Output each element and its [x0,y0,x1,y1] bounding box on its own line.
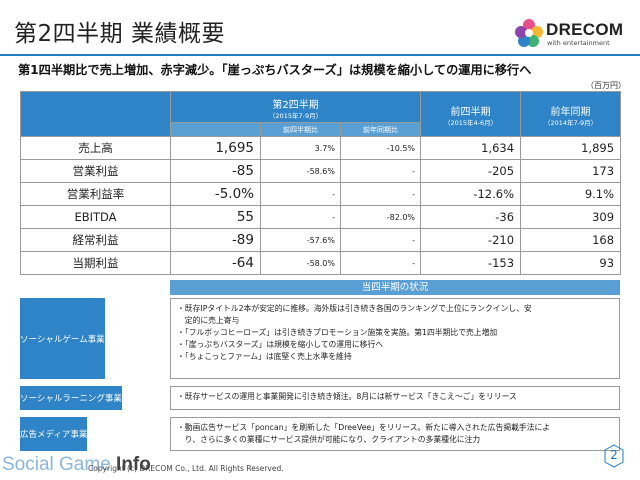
cell-q2: -89 [170,228,261,252]
cell-q2: -5.0% [170,182,261,206]
header-vs-prev-quarter: 前四半期比 [260,122,341,137]
watermark-bold: Info [116,454,151,475]
cell-prev-quarter: -12.6% [420,182,522,206]
cell-vs-prev-quarter: -58.0% [260,251,341,275]
cell-prev-quarter: -36 [420,205,522,229]
page-title: 第2四半期 業績概要 [14,21,225,47]
cell-vs-prev-year: -10.5% [339,136,422,160]
segment-line: ・「ちょこっとファーム」は底堅く売上水準を維持 [177,352,352,361]
segment-label-ad-media: 広告メディア事業 [20,417,88,451]
segment-line: ・既存サービスの運用と事業開発に引き続き傾注。8月には新サービス「きこえ～ご」を… [177,392,517,401]
segment-line: ・動画広告サービス「poncan」を刷新した「DreeVee」をリリース。新たに… [177,423,551,432]
row-label: 経常利益 [20,228,171,252]
segment-line: 定的に売上寄与 [177,316,240,325]
cell-q2: -85 [170,159,261,183]
flower-logo-icon [515,19,543,47]
page-number: 2 [604,444,624,468]
cell-prev-quarter: 1,634 [420,136,522,160]
header-blank-sub [170,122,261,137]
cell-prev-year: 9.1% [520,182,622,206]
cell-vs-prev-year: - [339,228,422,252]
table-row: 営業利益 -85 -58.6% - -205 173 [20,159,622,183]
header-prev-quarter: 前四半期 （2015年4-6月） [420,91,522,137]
table-row: 売上高 1,695 3.7% -10.5% 1,634 1,895 [20,136,622,160]
row-label: 売上高 [20,136,171,160]
table-row: 当期利益 -64 -58.0% - -153 93 [20,251,622,275]
cell-prev-year: 173 [520,159,622,183]
cell-vs-prev-quarter: -57.6% [260,228,341,252]
segment-body-social-learning: ・既存サービスの運用と事業開発に引き続き傾注。8月には新サービス「きこえ～ご」を… [170,386,620,410]
segment-body-ad-media: ・動画広告サービス「poncan」を刷新した「DreeVee」をリリース。新たに… [170,417,620,451]
header-q2: 第2四半期 （2015年7-9月） [169,91,422,123]
page-number-text: 2 [610,448,618,462]
cell-q2: -64 [170,251,261,275]
cell-vs-prev-year: -82.0% [339,205,422,229]
table-corner [20,91,171,137]
segment-label-social-learning: ソーシャルラーニング事業 [20,386,122,410]
cell-vs-prev-year: - [339,251,422,275]
row-label: EBITDA [20,205,171,229]
copyright-text: Copyright (c) DRECOM Co., Ltd. All Right… [88,464,284,473]
cell-prev-year: 1,895 [520,136,622,160]
cell-vs-prev-year: - [339,182,422,206]
cell-q2: 55 [170,205,261,229]
header-prev-year: 前年同期 （2014年7-9月） [520,91,622,137]
cell-vs-prev-quarter: 3.7% [260,136,341,160]
segment-line: り、さらに多くの業種にサービス提供が可能になり、クライアントの多業種化に注力 [177,435,481,444]
row-label: 営業利益 [20,159,171,183]
cell-prev-year: 309 [520,205,622,229]
cell-vs-prev-year: - [339,159,422,183]
unit-label: （百万円） [586,81,626,90]
cell-prev-quarter: -210 [420,228,522,252]
cell-vs-prev-quarter: -58.6% [260,159,341,183]
cell-prev-quarter: -153 [420,251,522,275]
header-vs-prev-year: 前年同期比 [339,122,422,137]
logo-wordmark: DRECOM [546,20,624,39]
table-row: 営業利益率 -5.0% - - -12.6% 9.1% [20,182,622,206]
page-subtitle: 第1四半期比で売上増加、赤字減少。「崖っぷちバスターズ」は規模を縮小しての運用に… [18,63,532,77]
segment-line: ・「崖っぷちバスターズ」は規模を縮小しての運用に移行へ [177,340,384,349]
row-label: 当期利益 [20,251,171,275]
table-row: 経常利益 -89 -57.6% - -210 168 [20,228,622,252]
segment-body-social-game: ・既存IPタイトル2本が安定的に推移。海外版は引き続き各国のランキングで上位にラ… [170,298,620,379]
watermark-light: Social Game [2,454,117,475]
segment-line: ・「フルボッコヒーローズ」は引き続きプロモーション施策を実施。第1四半期比で売上… [177,328,498,337]
logo-tagline: with entertainment [547,39,610,47]
cell-prev-year: 168 [520,228,622,252]
financial-summary-table: 第2四半期 （2015年7-9月） 前四半期 （2015年4-6月） 前年同期 … [20,91,622,275]
watermark: Social Game Info [2,454,151,476]
segment-label-social-game: ソーシャルゲーム事業 [20,298,105,379]
segment-line: ・既存IPタイトル2本が安定的に推移。海外版は引き続き各国のランキングで上位にラ… [177,304,532,313]
cell-vs-prev-quarter: - [260,182,341,206]
cell-prev-quarter: -205 [420,159,522,183]
drecom-logo: DRECOM with entertainment [514,18,632,50]
title-divider [0,54,640,56]
table-row: EBITDA 55- -82.0% -36 309 [20,205,622,229]
cell-vs-prev-quarter: - [260,205,341,229]
cell-q2: 1,695 [170,136,261,160]
page-badge-icon [604,444,624,468]
cell-prev-year: 93 [520,251,622,275]
status-header: 当四半期の状況 [170,280,620,295]
row-label: 営業利益率 [20,182,171,206]
